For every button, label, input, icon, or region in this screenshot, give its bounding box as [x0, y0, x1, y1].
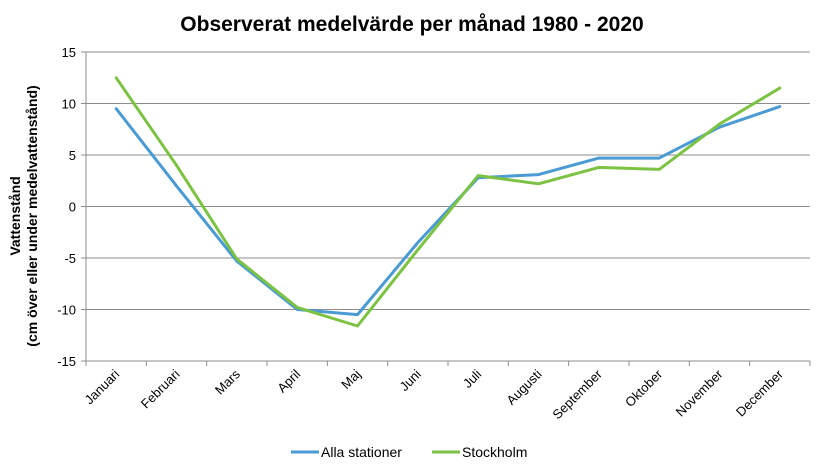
x-tick-label: Februari — [138, 366, 183, 411]
y-axis-label-line1: Vattenstånd — [7, 176, 23, 255]
series-line-1 — [114, 105, 782, 317]
y-tick-label: -15 — [57, 354, 76, 369]
series-line-2 — [114, 76, 782, 328]
y-axis-label: Vattenstånd (cm över eller under medelva… — [7, 85, 40, 346]
series-lines — [114, 76, 782, 328]
x-tick-label: December — [733, 366, 786, 419]
y-axis-label-line2: (cm över eller under medelvattenstånd) — [24, 85, 40, 346]
x-tick-labels: Januari Februari Mars April Maj Juni Juli Augus… — [82, 361, 811, 422]
legend: Alla stationer Stockholm — [291, 444, 527, 460]
x-tick-label: November — [673, 366, 726, 419]
y-tick-label: -10 — [57, 303, 76, 318]
y-tick-labels: -15 -10 -5 0 5 10 15 — [57, 45, 86, 369]
legend-label: Stockholm — [462, 444, 527, 460]
y-tick-label: 5 — [69, 148, 76, 163]
y-tick-label: 0 — [69, 200, 76, 215]
chart-title: Observerat medelvärde per månad 1980 - 2… — [180, 13, 643, 36]
y-tick-label: -5 — [64, 251, 76, 266]
x-tick-label: Juni — [396, 366, 424, 394]
x-tick-label: September — [549, 366, 605, 422]
x-tick-label: April — [274, 366, 303, 395]
x-tick-label: Mars — [212, 366, 243, 397]
y-tick-label: 10 — [62, 97, 76, 112]
gridlines — [86, 51, 810, 362]
x-tick-label: Juli — [460, 366, 484, 390]
x-tick-label: Januari — [82, 366, 123, 407]
y-tick-label: 15 — [62, 45, 76, 60]
x-tick-label: Maj — [338, 366, 363, 391]
x-tick-label: Oktober — [622, 366, 666, 410]
x-tick-label: Augusti — [503, 366, 544, 407]
legend-label: Alla stationer — [321, 444, 402, 460]
